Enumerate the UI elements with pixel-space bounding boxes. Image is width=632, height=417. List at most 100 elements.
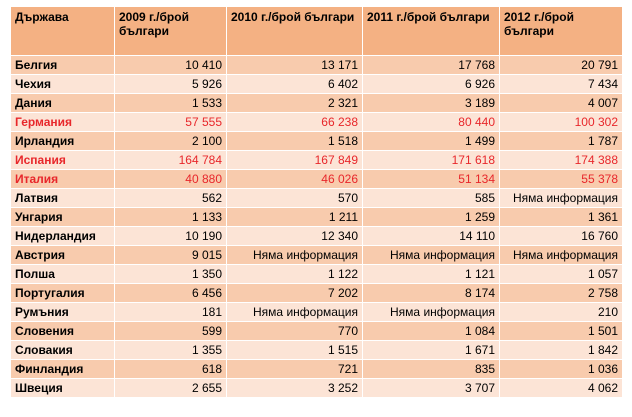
header-country: Държава [10, 6, 115, 56]
value-2010-cell: 6 402 [226, 74, 363, 94]
value-2011-cell: Няма информация [362, 245, 500, 265]
country-cell: Италия [10, 169, 115, 189]
country-cell: Словакия [10, 340, 115, 360]
value-2010-cell: 1 211 [226, 207, 363, 227]
value-2010-cell: 721 [226, 359, 363, 379]
country-cell: Румъния [10, 302, 115, 322]
header-2009: 2009 г./брой българи [114, 6, 227, 56]
table-header-row: Държава 2009 г./брой българи 2010 г./бро… [10, 6, 623, 56]
value-2012-cell: 1 361 [499, 207, 623, 227]
value-2012-cell: 2 758 [499, 283, 623, 303]
table-row: Белгия 10 410 13 171 17 768 20 791 [10, 55, 623, 75]
value-2011-cell: 1 499 [362, 131, 500, 151]
value-2009-cell: 562 [114, 188, 227, 208]
country-cell: Чехия [10, 74, 115, 94]
table-row: Румъния 181 Няма информация Няма информация… [10, 302, 623, 322]
value-2012-cell: Няма информация [499, 188, 623, 208]
header-2010: 2010 г./брой българи [226, 6, 363, 56]
value-2012-cell: 174 388 [499, 150, 623, 170]
value-2009-cell: 5 926 [114, 74, 227, 94]
country-cell: Ирландия [10, 131, 115, 151]
data-table-container: Държава 2009 г./брой българи 2010 г./бро… [10, 6, 623, 398]
value-2011-cell: 14 110 [362, 226, 500, 246]
table-row: Португалия 6 456 7 202 8 174 2 758 [10, 283, 623, 303]
country-cell: Испания [10, 150, 115, 170]
value-2012-cell: 20 791 [499, 55, 623, 75]
value-2011-cell: 585 [362, 188, 500, 208]
country-cell: Латвия [10, 188, 115, 208]
value-2009-cell: 1 350 [114, 264, 227, 284]
value-2011-cell: 17 768 [362, 55, 500, 75]
table-row: Германия 57 555 66 238 80 440 100 302 [10, 112, 623, 132]
value-2011-cell: 51 134 [362, 169, 500, 189]
value-2009-cell: 1 533 [114, 93, 227, 113]
value-2012-cell: 1 057 [499, 264, 623, 284]
value-2010-cell: 570 [226, 188, 363, 208]
value-2011-cell: Няма информация [362, 302, 500, 322]
country-cell: Унгария [10, 207, 115, 227]
value-2010-cell: 1 122 [226, 264, 363, 284]
value-2010-cell: 1 515 [226, 340, 363, 360]
header-2012: 2012 г./брой българи [499, 6, 623, 56]
value-2009-cell: 2 100 [114, 131, 227, 151]
value-2010-cell: 167 849 [226, 150, 363, 170]
value-2011-cell: 171 618 [362, 150, 500, 170]
table-row: Швеция 2 655 3 252 3 707 4 062 [10, 378, 623, 398]
table-body: Белгия 10 410 13 171 17 768 20 791 Чехия 5 926… [10, 55, 623, 398]
value-2012-cell: 1 501 [499, 321, 623, 341]
value-2010-cell: 13 171 [226, 55, 363, 75]
value-2009-cell: 1 133 [114, 207, 227, 227]
table-row: Полша 1 350 1 122 1 121 1 057 [10, 264, 623, 284]
value-2012-cell: 1 036 [499, 359, 623, 379]
value-2009-cell: 1 355 [114, 340, 227, 360]
value-2012-cell: 16 760 [499, 226, 623, 246]
value-2010-cell: Няма информация [226, 302, 363, 322]
country-cell: Финландия [10, 359, 115, 379]
value-2011-cell: 835 [362, 359, 500, 379]
value-2010-cell: 3 252 [226, 378, 363, 398]
value-2010-cell: 1 518 [226, 131, 363, 151]
country-cell: Словения [10, 321, 115, 341]
table-row: Австрия 9 015 Няма информация Няма информац… [10, 245, 623, 265]
value-2009-cell: 181 [114, 302, 227, 322]
country-cell: Португалия [10, 283, 115, 303]
country-cell: Германия [10, 112, 115, 132]
value-2010-cell: Няма информация [226, 245, 363, 265]
table-row: Испания 164 784 167 849 171 618 174 388 [10, 150, 623, 170]
value-2009-cell: 9 015 [114, 245, 227, 265]
bulgarians-by-country-table: Държава 2009 г./брой българи 2010 г./бро… [10, 6, 623, 398]
value-2012-cell: 1 787 [499, 131, 623, 151]
value-2011-cell: 8 174 [362, 283, 500, 303]
header-2011: 2011 г./брой българи [362, 6, 500, 56]
value-2009-cell: 6 456 [114, 283, 227, 303]
value-2012-cell: 100 302 [499, 112, 623, 132]
value-2011-cell: 1 121 [362, 264, 500, 284]
value-2009-cell: 10 410 [114, 55, 227, 75]
value-2009-cell: 40 880 [114, 169, 227, 189]
value-2011-cell: 1 259 [362, 207, 500, 227]
value-2011-cell: 6 926 [362, 74, 500, 94]
value-2011-cell: 3 189 [362, 93, 500, 113]
country-cell: Австрия [10, 245, 115, 265]
country-cell: Швеция [10, 378, 115, 398]
value-2012-cell: 55 378 [499, 169, 623, 189]
table-row: Латвия 562 570 585 Няма информация [10, 188, 623, 208]
value-2012-cell: 7 434 [499, 74, 623, 94]
value-2009-cell: 599 [114, 321, 227, 341]
value-2009-cell: 618 [114, 359, 227, 379]
table-row: Италия 40 880 46 026 51 134 55 378 [10, 169, 623, 189]
table-row: Чехия 5 926 6 402 6 926 7 434 [10, 74, 623, 94]
value-2012-cell: 4 007 [499, 93, 623, 113]
country-cell: Дания [10, 93, 115, 113]
value-2009-cell: 57 555 [114, 112, 227, 132]
table-row: Дания 1 533 2 321 3 189 4 007 [10, 93, 623, 113]
value-2009-cell: 164 784 [114, 150, 227, 170]
value-2010-cell: 7 202 [226, 283, 363, 303]
table-row: Ирландия 2 100 1 518 1 499 1 787 [10, 131, 623, 151]
table-row: Нидерландия 10 190 12 340 14 110 16 760 [10, 226, 623, 246]
table-row: Словакия 1 355 1 515 1 671 1 842 [10, 340, 623, 360]
value-2009-cell: 2 655 [114, 378, 227, 398]
value-2009-cell: 10 190 [114, 226, 227, 246]
value-2010-cell: 66 238 [226, 112, 363, 132]
value-2012-cell: 210 [499, 302, 623, 322]
